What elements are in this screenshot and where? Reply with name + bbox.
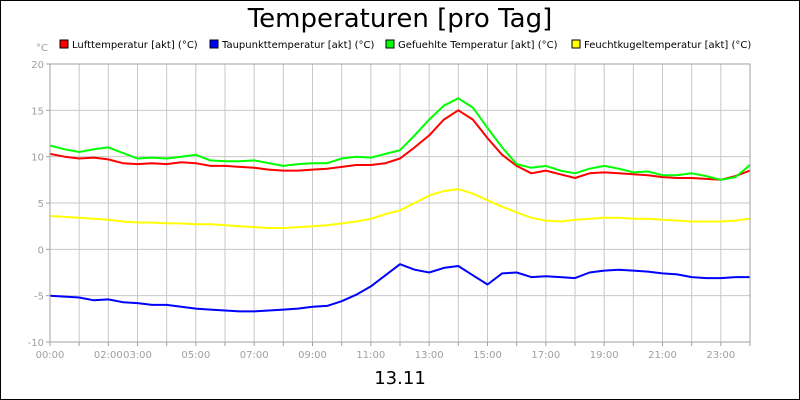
x-tick-label: 03:00 <box>123 350 152 361</box>
grid-lines <box>49 63 751 343</box>
x-tick-label: 17:00 <box>531 350 560 361</box>
x-tick-label: 23:00 <box>706 350 735 361</box>
legend-label: Feuchtkugeltemperatur [akt] (°C) <box>584 40 751 51</box>
x-tick-label: 00:00 <box>36 350 65 361</box>
series-line-3 <box>49 188 751 229</box>
legend-swatch <box>571 39 581 49</box>
y-axis-ticks: 20 15 10 5 0 -5 -10 <box>28 60 50 349</box>
x-axis-ticks: 00:00 02:00 03:00 05:00 07:00 09:00 11:00 13:00… <box>36 342 751 361</box>
legend-swatch <box>209 39 219 49</box>
series-line-0 <box>49 109 751 181</box>
x-tick-label: 09:00 <box>298 350 327 361</box>
y-tick-label: -5 <box>34 292 44 303</box>
x-tick-label: 02:00 <box>94 350 123 361</box>
y-axis-unit: °C <box>36 43 48 54</box>
y-tick-label: -10 <box>28 338 44 349</box>
x-tick-label: 19:00 <box>590 350 619 361</box>
series-lines <box>49 97 751 313</box>
y-tick-label: 0 <box>38 245 44 256</box>
x-tick-label: 21:00 <box>648 350 677 361</box>
y-tick-label: 5 <box>38 199 44 210</box>
x-tick-label: 05:00 <box>181 350 210 361</box>
series-line-2 <box>49 97 751 181</box>
legend-label: Taupunkttemperatur [akt] (°C) <box>221 40 374 51</box>
x-tick-label: 11:00 <box>356 350 385 361</box>
plot-area <box>49 63 751 343</box>
y-tick-label: 20 <box>31 60 44 71</box>
legend-label: Gefuehlte Temperatur [akt] (°C) <box>398 40 558 51</box>
legend-swatch <box>59 39 69 49</box>
series-line-1 <box>49 263 750 313</box>
y-tick-label: 15 <box>31 106 44 117</box>
x-tick-label: 13:00 <box>415 350 444 361</box>
legend-label: Lufttemperatur [akt] (°C) <box>72 40 198 51</box>
chart-title: Temperaturen [pro Tag] <box>247 4 553 34</box>
legend-swatch <box>385 39 395 49</box>
y-tick-label: 10 <box>31 153 44 164</box>
x-axis-date-label: 13.11 <box>374 368 426 389</box>
x-tick-label: 15:00 <box>473 350 502 361</box>
legend: Lufttemperatur [akt] (°C) Taupunkttempera… <box>59 39 751 51</box>
x-tick-label: 07:00 <box>240 350 269 361</box>
